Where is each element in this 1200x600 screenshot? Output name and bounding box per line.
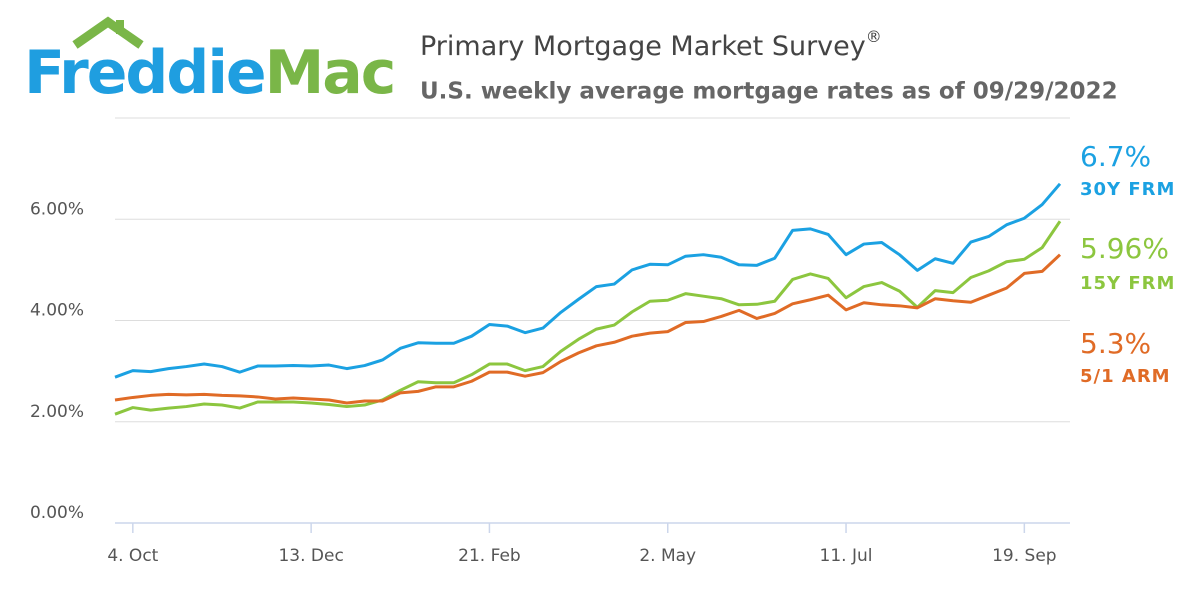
x-tick-label: 13. Dec	[278, 546, 343, 566]
y-tick-label: 4.00%	[30, 301, 84, 321]
series-label: 30Y FRM	[1080, 179, 1175, 200]
series-line	[114, 182, 1062, 379]
x-tick-label: 19. Sep	[992, 546, 1056, 566]
value-label: 5.96%	[1080, 232, 1169, 265]
logo-second: Mac	[265, 38, 395, 108]
title-mark: ®	[866, 27, 882, 46]
series-line	[114, 220, 1062, 416]
series-label: 15Y FRM	[1080, 273, 1175, 294]
chart-title: Primary Mortgage Market Survey®	[420, 27, 882, 62]
x-tick-label: 11. Jul	[820, 546, 873, 566]
y-tick-label: 6.00%	[30, 199, 84, 219]
y-tick-label: 2.00%	[30, 402, 84, 422]
value-label: 6.7%	[1080, 140, 1151, 173]
logo-roof	[72, 16, 144, 49]
value-label: 5.3%	[1080, 327, 1151, 360]
logo-first: Freddie	[24, 38, 265, 108]
y-tick-label: 0.00%	[30, 503, 84, 523]
x-tick-label: 2. May	[639, 546, 696, 566]
chart-subtitle: U.S. weekly average mortgage rates as of…	[420, 79, 1118, 105]
logo-chimney	[116, 20, 124, 34]
x-tick-label: 21. Feb	[458, 546, 521, 566]
title-text: Primary Mortgage Market Survey	[420, 31, 866, 62]
logo: FreddieMac	[24, 38, 394, 108]
x-tick-label: 4. Oct	[107, 546, 158, 566]
series-line	[114, 253, 1062, 405]
series-label: 5/1 ARM	[1080, 366, 1171, 387]
